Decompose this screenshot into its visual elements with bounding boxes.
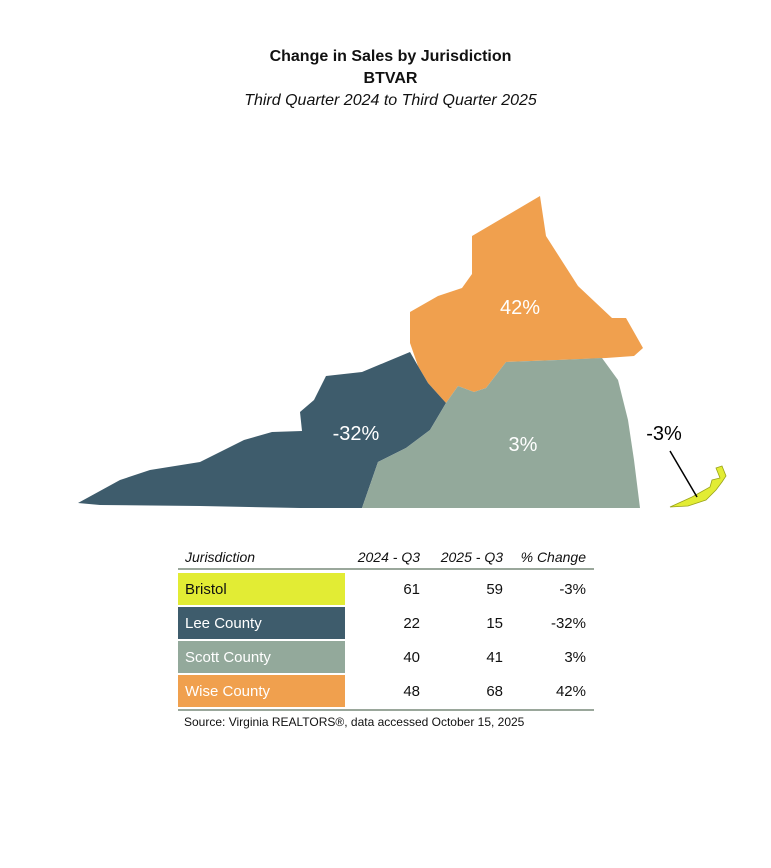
- bristol-region: [669, 465, 727, 508]
- table-row: Wise County 48 68 42%: [178, 675, 594, 707]
- q3-2025-cell: 15: [486, 614, 503, 632]
- table-body: Bristol 61 59 -3% Lee County 22 15 -32% …: [178, 570, 594, 711]
- bristol-leader-line: [669, 450, 698, 498]
- q3-2024-cell: 40: [403, 648, 420, 666]
- table-row: Lee County 22 15 -32%: [178, 607, 594, 639]
- jurisdiction-cell: Lee County: [178, 607, 345, 639]
- wise-change-label: 42%: [500, 297, 540, 319]
- q3-2025-cell: 59: [486, 580, 503, 598]
- bristol-change-label: -3%: [646, 423, 682, 445]
- scott-county-region: [362, 358, 640, 508]
- header-change: % Change: [520, 548, 586, 565]
- jurisdiction-cell: Wise County: [178, 675, 345, 707]
- q3-2025-cell: 41: [486, 648, 503, 666]
- header-jurisdiction: Jurisdiction: [185, 548, 256, 565]
- jurisdiction-table: Jurisdiction 2024 - Q3 2025 - Q3 % Chang…: [178, 545, 594, 729]
- table-row: Scott County 40 41 3%: [178, 641, 594, 673]
- scott-change-label: 3%: [509, 434, 538, 456]
- q3-2024-cell: 22: [403, 614, 420, 632]
- change-cell: -32%: [550, 614, 586, 632]
- map-title: Change in Sales by Jurisdiction: [269, 48, 512, 65]
- q3-2024-cell: 48: [403, 682, 420, 700]
- q3-2024-cell: 61: [403, 580, 420, 598]
- change-cell: 3%: [564, 648, 586, 666]
- lee-change-label: -32%: [333, 423, 380, 445]
- header-2024-q3: 2024 - Q3: [357, 548, 420, 565]
- jurisdiction-cell: Bristol: [178, 573, 345, 605]
- change-cell: 42%: [555, 682, 586, 700]
- table-header: Jurisdiction 2024 - Q3 2025 - Q3 % Chang…: [178, 545, 594, 570]
- table-row: Bristol 61 59 -3%: [178, 573, 594, 605]
- source-note: Source: Virginia REALTORS®, data accesse…: [184, 715, 525, 729]
- q3-2025-cell: 68: [486, 682, 503, 700]
- jurisdiction-cell: Scott County: [178, 641, 345, 673]
- change-cell: -3%: [559, 580, 586, 598]
- period-label: Third Quarter 2024 to Third Quarter 2025: [244, 92, 537, 109]
- header-2025-q3: 2025 - Q3: [440, 548, 503, 565]
- wise-county-region: [410, 196, 643, 403]
- map-subtitle: BTVAR: [363, 70, 418, 87]
- jurisdiction-map: 42% -32% 3% -3%: [78, 196, 727, 508]
- lee-county-region: [78, 352, 446, 508]
- title-block: Change in Sales by Jurisdiction BTVAR Th…: [0, 46, 771, 112]
